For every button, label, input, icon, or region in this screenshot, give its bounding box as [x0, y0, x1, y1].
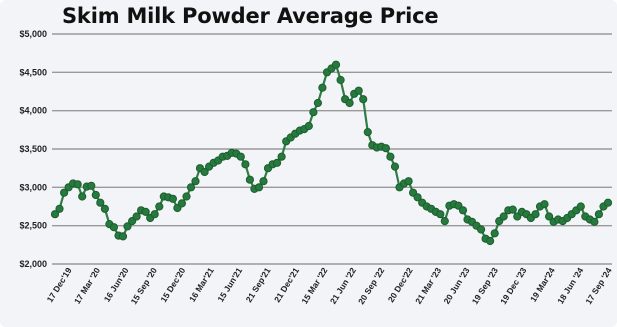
data-point: [60, 188, 69, 197]
data-point: [304, 121, 313, 131]
data-point: [309, 108, 318, 117]
x-tick-label: 18 Jun '24: [555, 266, 585, 306]
data-point: [191, 177, 200, 186]
data-point: [359, 95, 368, 104]
y-tick-label: $5,000: [19, 29, 47, 39]
x-tick-label: 15 Sep '20: [129, 266, 159, 307]
data-point: [241, 160, 250, 169]
data-point: [540, 200, 549, 209]
data-point: [236, 152, 245, 161]
data-point: [345, 98, 354, 108]
y-tick-label: $4,000: [19, 106, 47, 116]
x-tick-label: 19 Sep '23: [470, 266, 500, 307]
data-point: [363, 128, 372, 137]
data-point: [259, 177, 268, 186]
data-point: [200, 167, 209, 177]
data-point: [499, 212, 508, 221]
data-point: [590, 217, 599, 226]
y-tick-label: $2,000: [19, 259, 47, 269]
data-point: [254, 183, 264, 192]
data-point: [50, 210, 60, 219]
data-point: [245, 175, 254, 184]
x-tick-label: 19 Mar'24: [528, 266, 557, 304]
x-tick-label: 17 Dec'19: [45, 266, 74, 305]
chart-title: Skim Milk Powder Average Price: [62, 4, 439, 28]
data-point: [531, 210, 540, 219]
data-point: [100, 204, 110, 213]
x-tick-label: 17 Sep '24: [583, 266, 613, 307]
x-tick-label: 21 Mar '23: [413, 266, 443, 306]
data-point: [277, 152, 286, 161]
data-point: [436, 210, 445, 219]
data-point: [73, 180, 82, 189]
y-tick-label: $4,500: [19, 67, 47, 77]
data-point: [381, 144, 390, 153]
data-point: [386, 152, 395, 161]
data-point: [331, 60, 341, 69]
data-point: [87, 181, 96, 190]
data-point: [336, 75, 345, 85]
data-point: [486, 236, 495, 246]
data-point: [313, 98, 322, 108]
data-point: [404, 177, 413, 186]
data-point: [96, 198, 105, 207]
x-tick-label: 15 Mar '22: [299, 266, 329, 306]
data-point: [78, 192, 87, 201]
data-point: [182, 192, 191, 201]
data-point: [576, 202, 585, 211]
x-tick-label: 20 Sep '22: [356, 266, 386, 307]
y-tick-label: $3,000: [19, 182, 47, 192]
data-point: [55, 204, 64, 213]
data-point: [603, 198, 613, 207]
data-point: [477, 225, 486, 234]
x-tick-label: 16 Jun'20: [102, 266, 131, 304]
data-point: [594, 210, 604, 219]
data-point: [273, 158, 282, 167]
data-point: [155, 202, 164, 211]
data-point: [91, 190, 100, 200]
data-point: [318, 83, 327, 92]
data-point: [390, 162, 400, 171]
data-point: [508, 205, 517, 214]
x-tick-label: 16 Mar'21: [187, 266, 216, 304]
x-tick-label: 20 Dec'22: [386, 266, 415, 305]
x-tick-label: 20 Jun '23: [442, 266, 472, 306]
x-tick-label: 15 Dec'20: [158, 266, 187, 305]
data-point: [177, 199, 186, 208]
x-tick-label: 19 Dec '23: [498, 266, 528, 307]
data-point: [109, 223, 119, 232]
x-tick-label: 21 Jun '22: [328, 266, 358, 306]
data-point: [168, 194, 177, 203]
x-tick-label: 15 Jun'21: [215, 266, 244, 304]
data-point: [186, 183, 196, 192]
data-point: [150, 210, 159, 219]
data-point: [123, 222, 132, 231]
data-point: [490, 229, 499, 238]
x-tick-label: 21 Dec'21: [272, 266, 301, 305]
x-tick-label: 21 Sep'21: [244, 266, 273, 305]
data-point: [354, 86, 363, 95]
data-point: [458, 206, 468, 215]
data-point: [545, 212, 554, 221]
x-tick-label: 17 Mar '20: [72, 266, 102, 306]
data-point: [118, 232, 128, 241]
data-point: [132, 212, 141, 221]
y-tick-label: $2,500: [19, 221, 47, 231]
data-point: [141, 207, 150, 216]
data-point: [440, 217, 449, 226]
data-point: [413, 193, 422, 202]
y-tick-label: $3,500: [19, 144, 47, 154]
